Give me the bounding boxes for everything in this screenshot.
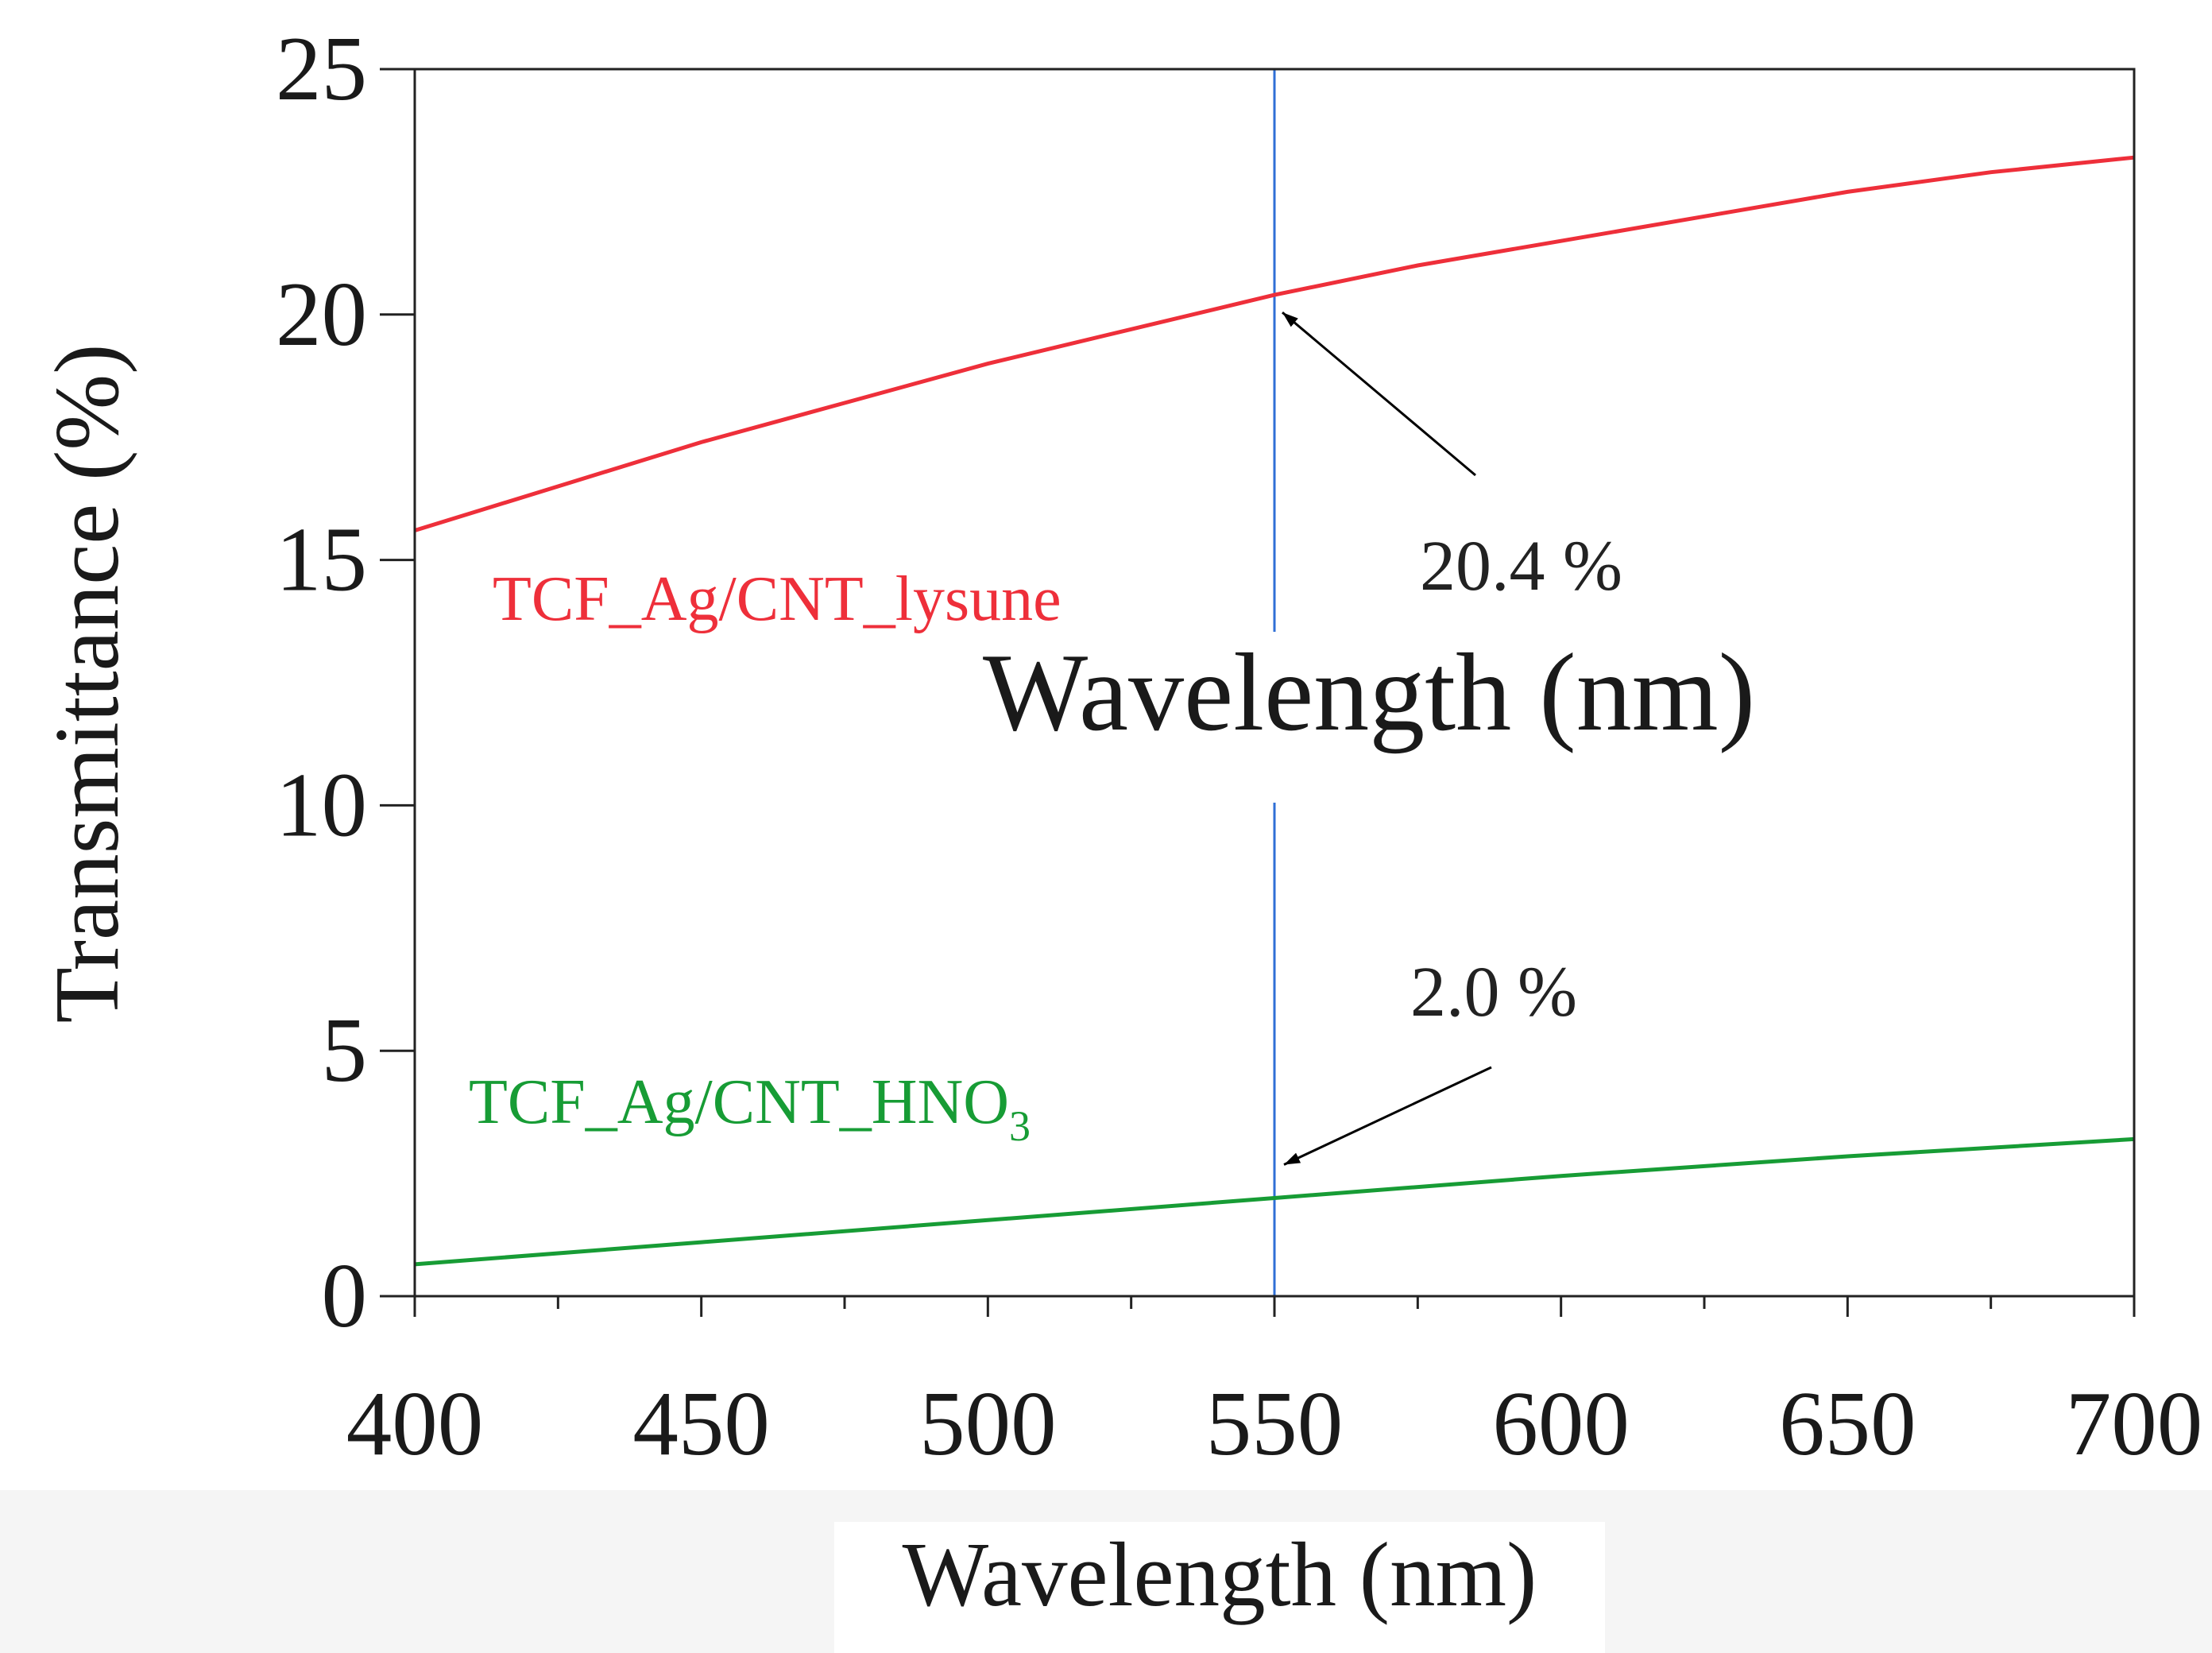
y-axis-ticks: 0 5 10 15 20 25 [276,18,415,1346]
y-tick-label: 10 [276,754,367,855]
plot-frame [413,68,2136,1298]
legend-label-hno3-main: TCF_Ag/CNT_HNO [469,1067,1009,1137]
y-axis-label: Transmittance (%) [37,344,137,1024]
annotation-arrow-hno3 [1283,1066,1492,1166]
x-tick-label: 700 [2066,1373,2203,1474]
annotation-label-lysune: 20.4 % [1420,527,1622,606]
y-tick-label: 0 [322,1245,368,1346]
legend-label-hno3: TCF_Ag/CNT_HNO3 [469,1067,1031,1150]
y-tick-label: 20 [276,264,367,365]
x-tick-label: 450 [632,1373,770,1474]
series-line-hno3 [414,1136,2135,1267]
y-tick-label: 25 [276,18,367,119]
x-tick-label: 500 [919,1373,1057,1474]
legend-label-hno3-subscript: 3 [1009,1102,1031,1150]
minor-ticks [556,1296,1993,1309]
y-tick-label: 5 [322,1000,368,1101]
y-tick-label: 15 [276,509,367,610]
x-tick-label: 400 [346,1373,484,1474]
x-tick-label: 650 [1779,1373,1916,1474]
x-tick-label: 550 [1206,1373,1344,1474]
overlay-wavelength-label: Wavelength (nm) [983,631,1755,754]
annotation-label-hno3: 2.0 % [1410,953,1577,1032]
x-tick-label: 600 [1492,1373,1630,1474]
x-axis-label: Wavelength (nm) [903,1524,1537,1625]
annotation-arrow-lysune [1282,311,1476,477]
x-label-backdrop [834,1522,1605,1653]
x-axis-ticks: 400 450 500 550 600 650 700 [346,1296,2203,1474]
legend-label-lysune: TCF_Ag/CNT_lysune [493,564,1062,634]
series-line-lysune [414,155,2135,532]
